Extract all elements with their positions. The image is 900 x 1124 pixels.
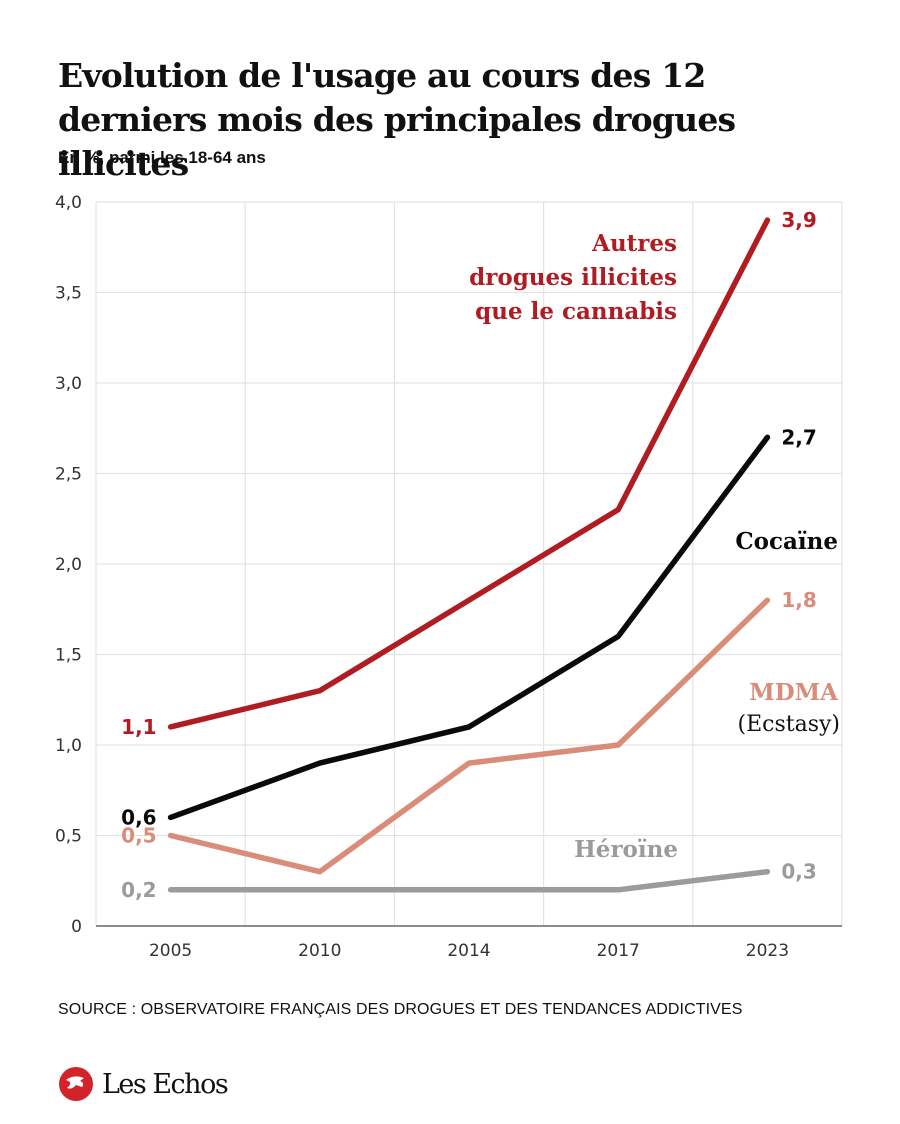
- y-tick-label: 0,5: [55, 827, 82, 847]
- series-label-mdma: MDMA: [749, 679, 839, 706]
- x-tick-label: 2023: [746, 941, 789, 961]
- end-value-label: 2,7: [781, 425, 816, 449]
- chart-subtitle: En %, parmi les 18-64 ans: [58, 148, 266, 167]
- y-tick-label: 3,0: [55, 374, 82, 394]
- brand-logo: Les Echos: [58, 1066, 229, 1102]
- x-tick-label: 2005: [149, 941, 192, 961]
- series-label-ecstasy: (Ecstasy): [737, 712, 840, 737]
- series-label-heroine: Héroïne: [574, 836, 678, 863]
- end-value-label: 1,8: [781, 588, 816, 612]
- x-tick-label: 2014: [447, 941, 490, 961]
- series-line: [167, 868, 771, 893]
- y-tick-label: 0: [71, 917, 82, 937]
- series-label-autres: drogues illicites: [469, 264, 677, 291]
- brand-name: Les Echos: [102, 1068, 229, 1100]
- x-tick-label: 2010: [298, 941, 341, 961]
- les-echos-logo-icon: [59, 1067, 93, 1101]
- start-value-label: 0,5: [121, 824, 156, 848]
- y-tick-label: 4,0: [55, 193, 82, 213]
- line-chart: 0 0,5 1,0 1,5 2,0 2,5 3,0 3,5 4,0 2005 2010 2014 201…: [55, 193, 843, 961]
- y-tick-label: 2,0: [55, 555, 82, 575]
- y-tick-label: 3,5: [55, 284, 82, 304]
- end-value-label: 3,9: [781, 208, 816, 232]
- series-label-cocaine: Cocaïne: [735, 528, 838, 555]
- y-tick-label: 1,0: [55, 736, 82, 756]
- start-value-label: 1,1: [121, 715, 156, 739]
- series-line: [167, 597, 771, 875]
- series-label-autres: que le cannabis: [475, 298, 677, 325]
- source-note: SOURCE : OBSERVATOIRE FRANÇAIS DES DROGU…: [58, 1001, 743, 1018]
- chart-title: Evolution de l'usage au cours des 12 der…: [58, 56, 736, 183]
- start-value-label: 0,2: [121, 878, 156, 902]
- start-value-label: 0,6: [121, 805, 156, 829]
- series-label-autres: Autres: [591, 230, 677, 257]
- end-value-label: 0,3: [781, 860, 816, 884]
- x-tick-label: 2017: [597, 941, 640, 961]
- y-tick-label: 2,5: [55, 465, 82, 485]
- y-tick-label: 1,5: [55, 646, 82, 666]
